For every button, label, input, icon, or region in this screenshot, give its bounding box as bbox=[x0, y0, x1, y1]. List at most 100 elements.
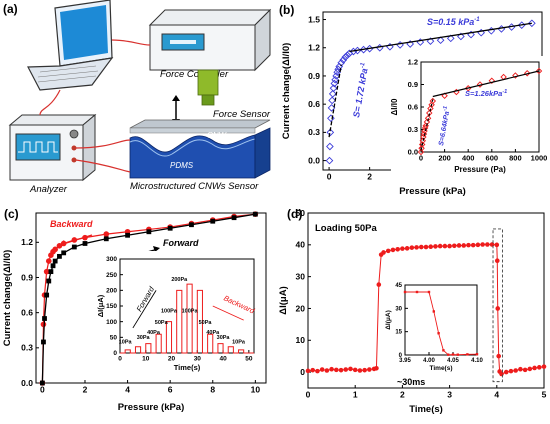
b-inset-annotation-high: S=1.26kPa-1 bbox=[465, 89, 507, 98]
c-frame bbox=[35, 212, 267, 384]
cnw-sensor-icon bbox=[129, 119, 271, 179]
b-inset-point bbox=[476, 81, 484, 88]
c-y-axis-label: Current change(ΔI/I0) bbox=[2, 250, 13, 347]
c-inset-y-tick-label: 250 bbox=[106, 272, 117, 279]
d-y-tick-label: 50 bbox=[296, 208, 306, 218]
d-inset-point bbox=[442, 349, 445, 352]
c-inset-y-tick-label: 200 bbox=[106, 288, 117, 295]
b-point bbox=[325, 156, 334, 165]
c-inset-x-tick-label: 0 bbox=[118, 356, 122, 363]
d-inset-y-tick-label: 30 bbox=[395, 306, 402, 312]
c-forward-point bbox=[125, 232, 130, 238]
d-y-tick-label: 0 bbox=[300, 367, 305, 377]
c-forward-point bbox=[167, 225, 173, 231]
d-frame bbox=[307, 212, 545, 389]
b-inset-x-tick-label: 0 bbox=[419, 154, 423, 163]
d-inset-points bbox=[403, 290, 479, 356]
d-signal-point bbox=[414, 245, 419, 250]
c-forward-point bbox=[146, 229, 152, 235]
d-signal-point bbox=[475, 242, 481, 248]
d-signal-point bbox=[362, 367, 367, 373]
c-inset-step-label: 50Pa bbox=[199, 320, 213, 326]
d-y-tick-label: 20 bbox=[296, 303, 306, 313]
c-forward-point bbox=[44, 292, 50, 298]
c-y-tick-label: 0.3 bbox=[21, 343, 33, 353]
d-inset-point bbox=[466, 353, 469, 356]
c-y-tick-label: 1.2 bbox=[21, 237, 33, 247]
d-x-axis-label: Time(s) bbox=[409, 404, 443, 415]
c-forward-point bbox=[231, 215, 237, 221]
d-signal-point bbox=[541, 364, 547, 369]
b-point bbox=[341, 53, 350, 61]
c-forward-point bbox=[39, 380, 45, 386]
b-point bbox=[339, 56, 348, 64]
c-backward-point bbox=[103, 231, 110, 237]
b-inset-y-tick-label: 1.2 bbox=[408, 58, 418, 67]
b-inset-point bbox=[418, 141, 426, 148]
d-inset-y-tick-label: 0 bbox=[399, 353, 403, 359]
d-inset-y-tick-label: 15 bbox=[395, 330, 402, 336]
c-x-tick-label: 8 bbox=[210, 385, 215, 395]
c-backward-label: Backward bbox=[50, 219, 93, 229]
b-inset-point bbox=[418, 145, 425, 152]
d-inset-point bbox=[456, 353, 459, 356]
b-point bbox=[328, 89, 337, 98]
b-inset-x-tick-label: 400 bbox=[462, 154, 475, 163]
d-y-tick-label: 40 bbox=[296, 240, 306, 250]
d-signal-point bbox=[495, 306, 501, 311]
c-inset-forward-arrow bbox=[132, 290, 157, 329]
b-inset-x-tick-label: 1000 bbox=[531, 154, 548, 163]
c-forward-point bbox=[57, 253, 62, 259]
d-inset-x-tick-label: 4.05 bbox=[447, 358, 459, 364]
c-inset-y-axis-label: ΔI(μA) bbox=[96, 294, 105, 317]
d-signal-point bbox=[400, 246, 405, 251]
c-inset-y-tick-label: 50 bbox=[110, 335, 118, 342]
d-y-tick-label: 30 bbox=[296, 271, 306, 281]
d-signal-point bbox=[319, 367, 325, 372]
d-signal-point bbox=[334, 367, 339, 373]
b-x-tick-label: 0 bbox=[327, 172, 332, 182]
d-signal-point bbox=[522, 367, 528, 373]
d-signal-point bbox=[494, 242, 500, 248]
c-inset-x-axis-label: Time(s) bbox=[174, 363, 201, 372]
d-signal-point bbox=[532, 365, 537, 371]
cables bbox=[39, 39, 151, 173]
b-inset-x-tick-label: 200 bbox=[438, 154, 451, 163]
d-x-tick-label: 0 bbox=[306, 390, 311, 400]
c-forward-point bbox=[103, 236, 109, 242]
b-point bbox=[446, 34, 455, 43]
chart-c: (c) 0 2 4 6 8 10 0.0 0.3 0.6 0.9 1.2 Pressure (kPa)… bbox=[2, 207, 267, 413]
c-y-tick-label: 0.0 bbox=[21, 378, 33, 388]
c-forward-point bbox=[50, 263, 56, 269]
c-forward-points bbox=[39, 211, 258, 386]
c-forward-point bbox=[189, 222, 194, 228]
d-inset-point bbox=[427, 290, 431, 294]
d-signal-point bbox=[374, 365, 379, 371]
b-x-tick-label: 2 bbox=[367, 172, 372, 182]
b-inset-point bbox=[441, 92, 448, 99]
c-x-tick-label: 6 bbox=[168, 385, 173, 395]
c-forward-point bbox=[61, 250, 67, 256]
chart-d: (d) 0 1 2 3 4 501020304050Time(s)ΔI(μA)Loadin… bbox=[278, 207, 547, 415]
c-inset-step-label: 10Pa bbox=[119, 340, 133, 346]
c-forward-point bbox=[82, 241, 88, 246]
d-time-label: ~30ms bbox=[397, 377, 425, 387]
c-inset-backward-arrow bbox=[212, 305, 244, 321]
b-inset-point bbox=[523, 70, 531, 77]
d-signal-point bbox=[324, 368, 330, 373]
d-signal-point bbox=[395, 246, 400, 252]
c-forward-point bbox=[46, 278, 52, 284]
c-forward-point bbox=[210, 218, 216, 224]
d-inset-bg bbox=[383, 281, 485, 377]
d-inset-y-tick-label: 45 bbox=[395, 283, 402, 289]
b-point bbox=[436, 36, 445, 45]
c-forward-point bbox=[41, 339, 46, 345]
c-backward-point bbox=[40, 321, 47, 328]
analyzer-icon bbox=[8, 113, 97, 182]
b-annotation-mid-sup: -1 bbox=[360, 62, 367, 69]
d-signal-point bbox=[338, 367, 344, 373]
d-signal-point bbox=[466, 242, 471, 248]
d-inset-point bbox=[475, 353, 479, 356]
d-signal-point bbox=[404, 246, 410, 251]
